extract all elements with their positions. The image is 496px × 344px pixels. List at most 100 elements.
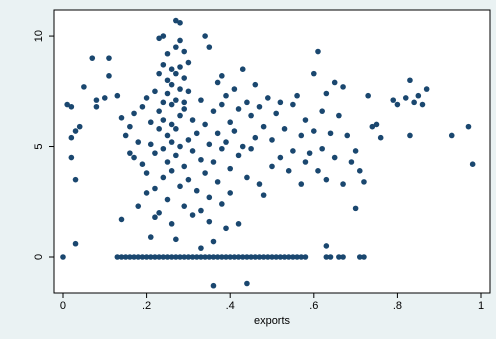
point xyxy=(214,130,221,137)
point xyxy=(189,117,196,123)
x-axis-label: exports xyxy=(254,315,291,327)
point xyxy=(340,181,346,187)
point xyxy=(210,108,217,114)
point xyxy=(160,61,167,68)
point xyxy=(214,179,221,185)
point xyxy=(143,170,150,176)
point xyxy=(198,97,204,103)
point xyxy=(269,254,275,260)
point xyxy=(373,121,380,128)
point xyxy=(377,134,384,141)
point xyxy=(415,92,422,99)
point xyxy=(294,254,300,260)
point xyxy=(340,254,346,260)
point xyxy=(202,254,208,260)
point xyxy=(407,132,413,139)
point xyxy=(210,159,217,165)
point xyxy=(198,254,204,260)
point xyxy=(248,254,254,260)
point xyxy=(160,145,167,152)
point xyxy=(323,254,330,260)
point xyxy=(135,139,142,145)
point xyxy=(281,254,288,260)
point xyxy=(122,132,129,139)
point xyxy=(118,216,125,223)
point xyxy=(256,103,263,110)
point xyxy=(93,97,100,103)
point xyxy=(127,150,133,156)
point xyxy=(202,121,208,128)
point xyxy=(369,123,376,130)
point xyxy=(181,48,188,55)
point xyxy=(402,95,409,101)
point xyxy=(164,254,171,260)
point xyxy=(164,196,171,203)
point xyxy=(152,254,158,260)
point xyxy=(469,161,476,168)
point xyxy=(131,154,137,161)
point xyxy=(68,154,75,161)
x-tick-label: .8 xyxy=(393,300,402,312)
point xyxy=(302,159,309,165)
point xyxy=(118,254,125,260)
point xyxy=(419,101,426,108)
point xyxy=(235,106,242,112)
point xyxy=(269,137,275,143)
point xyxy=(101,95,108,101)
point xyxy=(285,168,292,174)
point xyxy=(340,84,346,90)
point xyxy=(290,101,296,108)
point xyxy=(93,103,100,110)
point xyxy=(331,154,338,161)
point xyxy=(72,128,79,134)
point xyxy=(177,20,183,26)
point xyxy=(231,86,238,92)
point xyxy=(147,141,154,148)
point xyxy=(152,214,158,221)
point xyxy=(361,179,367,185)
point xyxy=(244,254,250,260)
point xyxy=(152,88,158,95)
point xyxy=(319,108,325,114)
point xyxy=(231,254,238,260)
point xyxy=(173,236,179,243)
point xyxy=(173,126,179,132)
point xyxy=(223,225,229,232)
point xyxy=(189,254,196,260)
point xyxy=(139,103,146,110)
point xyxy=(164,132,171,139)
point xyxy=(106,73,112,79)
point xyxy=(269,163,275,170)
plot-area xyxy=(53,9,491,294)
point xyxy=(311,70,317,77)
point xyxy=(164,50,171,57)
point xyxy=(277,99,284,106)
point xyxy=(344,132,351,139)
point xyxy=(356,254,363,260)
point xyxy=(361,254,367,260)
point xyxy=(72,176,79,183)
x-tick-label: .2 xyxy=(142,300,151,312)
point xyxy=(227,165,233,172)
point xyxy=(365,92,371,99)
point xyxy=(290,148,296,154)
point xyxy=(127,123,133,130)
point xyxy=(298,181,305,187)
point xyxy=(177,254,183,260)
point xyxy=(277,154,284,161)
point xyxy=(160,174,167,181)
point xyxy=(122,254,129,260)
point xyxy=(348,159,355,165)
point xyxy=(168,66,175,73)
point xyxy=(164,90,171,97)
point xyxy=(227,254,233,260)
point xyxy=(252,134,259,141)
point xyxy=(239,143,246,150)
point xyxy=(390,97,397,103)
point xyxy=(210,282,217,289)
point xyxy=(156,108,162,114)
point xyxy=(168,101,175,108)
point xyxy=(202,33,208,39)
x-tick-label: .4 xyxy=(226,300,235,312)
x-tick-label: .6 xyxy=(309,300,318,312)
